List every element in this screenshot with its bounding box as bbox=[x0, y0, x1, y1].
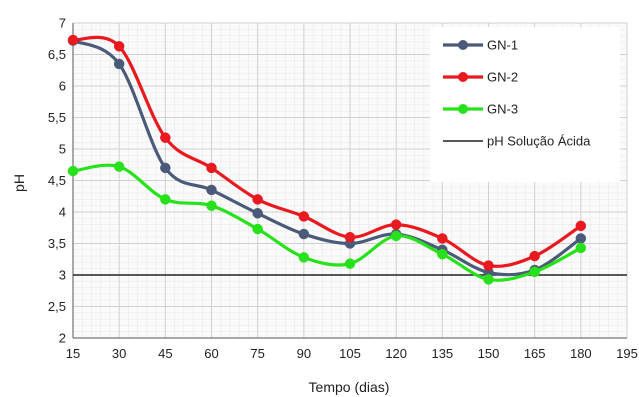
data-point-gn-3 bbox=[483, 274, 494, 285]
x-tick-label: 90 bbox=[297, 346, 311, 361]
y-tick-label: 5 bbox=[59, 142, 66, 157]
x-tick-label: 135 bbox=[431, 346, 453, 361]
data-point-gn-3 bbox=[252, 223, 263, 235]
y-axis-title: pH bbox=[11, 174, 27, 192]
data-point-gn-2 bbox=[529, 250, 540, 262]
data-point-gn-3 bbox=[575, 242, 587, 254]
data-point-gn-3 bbox=[67, 165, 79, 177]
legend-marker-gn-2 bbox=[458, 72, 468, 82]
legend-item-gn-1: GN-1 bbox=[443, 38, 518, 53]
data-point-gn-3 bbox=[206, 200, 217, 211]
data-point-gn-2 bbox=[575, 220, 587, 232]
legend-item-gn-2: GN-2 bbox=[443, 70, 518, 85]
axis-layer: 15 30 45 60 75 90 105 120 135 150 165 180 19522,533,… bbox=[48, 16, 638, 362]
data-point-gn-2 bbox=[483, 260, 494, 271]
y-tick-label: 4,5 bbox=[48, 173, 66, 188]
data-point-gn-2 bbox=[160, 132, 171, 143]
data-point-gn-1 bbox=[575, 233, 587, 244]
legend-box bbox=[430, 27, 620, 182]
data-point-gn-2 bbox=[437, 233, 448, 244]
y-tick-label: 3,5 bbox=[48, 236, 66, 251]
data-point-gn-3 bbox=[160, 194, 171, 205]
x-tick-label: 180 bbox=[570, 346, 592, 361]
x-tick-label: 45 bbox=[158, 346, 172, 361]
legend-label-gn-2: GN-2 bbox=[487, 70, 518, 85]
data-point-gn-3 bbox=[113, 161, 125, 172]
legend-label-gn-1: GN-1 bbox=[487, 38, 518, 53]
y-tick-label: 6 bbox=[59, 79, 66, 94]
x-tick-label: 195 bbox=[616, 346, 638, 361]
data-point-gn-1 bbox=[298, 228, 310, 240]
data-point-gn-2 bbox=[390, 219, 402, 230]
x-tick-label: 150 bbox=[478, 346, 500, 361]
data-point-gn-1 bbox=[160, 162, 171, 174]
legend-label-ph-solu-o-cida: pH Solução Ácida bbox=[487, 134, 591, 149]
data-point-gn-3 bbox=[390, 230, 402, 242]
y-tick-label: 3 bbox=[59, 268, 66, 283]
data-point-gn-3 bbox=[344, 258, 356, 269]
x-tick-label: 75 bbox=[250, 346, 264, 361]
data-point-gn-2 bbox=[298, 211, 310, 222]
x-tick-label: 105 bbox=[339, 346, 361, 361]
legend-label-gn-3: GN-3 bbox=[487, 102, 518, 117]
data-point-gn-2 bbox=[252, 194, 263, 205]
y-tick-label: 6,5 bbox=[48, 47, 66, 62]
legend: GN-1 GN-2 GN-3 pH Solução Ácida bbox=[430, 27, 620, 182]
x-tick-label: 60 bbox=[204, 346, 218, 361]
data-point-gn-3 bbox=[529, 266, 540, 278]
y-tick-label: 5,5 bbox=[48, 110, 66, 125]
legend-item-gn-3: GN-3 bbox=[443, 102, 518, 117]
y-tick-label: 4 bbox=[59, 205, 66, 220]
x-tick-label: 120 bbox=[385, 346, 407, 361]
data-point-gn-1 bbox=[113, 58, 125, 70]
x-tick-label: 30 bbox=[112, 346, 126, 361]
data-point-gn-2 bbox=[113, 41, 125, 52]
x-tick-label: 165 bbox=[524, 346, 546, 361]
legend-item-ph-solu-o-cida: pH Solução Ácida bbox=[443, 134, 591, 149]
data-point-gn-3 bbox=[298, 252, 310, 263]
y-tick-label: 2 bbox=[59, 331, 66, 346]
legend-marker-gn-1 bbox=[458, 40, 468, 50]
series-layer bbox=[67, 34, 587, 285]
data-point-gn-3 bbox=[437, 248, 448, 260]
x-tick-label: 15 bbox=[66, 346, 80, 361]
y-tick-label: 7 bbox=[59, 16, 66, 31]
y-tick-label: 2,5 bbox=[48, 299, 66, 314]
data-point-gn-1 bbox=[252, 208, 263, 219]
data-point-gn-2 bbox=[206, 162, 217, 174]
legend-marker-gn-3 bbox=[458, 104, 468, 114]
data-point-gn-2 bbox=[344, 231, 356, 243]
data-point-gn-2 bbox=[67, 34, 79, 46]
data-point-gn-1 bbox=[206, 184, 217, 196]
x-axis-title: Tempo (dias) bbox=[309, 379, 390, 395]
